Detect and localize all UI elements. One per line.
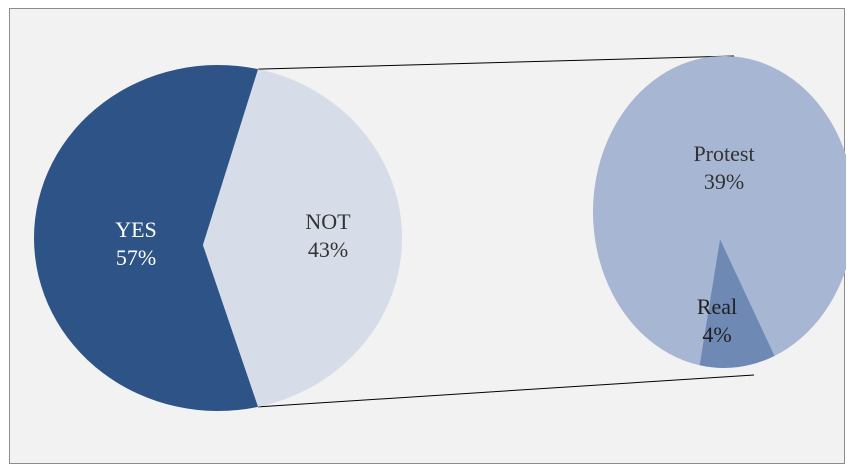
slice-value-real: 4% <box>702 322 731 347</box>
slice-label-real: Real <box>697 294 737 319</box>
slice-yes <box>33 65 259 411</box>
slice-label-protest: Protest <box>693 141 754 166</box>
connector-line-top <box>258 55 735 70</box>
slice-value-not: 43% <box>308 237 348 262</box>
slice-label-yes: YES <box>115 217 157 242</box>
slice-not <box>203 69 402 407</box>
slice-label-not: NOT <box>305 209 351 234</box>
slice-real <box>699 239 775 368</box>
slice-value-yes: 57% <box>116 245 156 270</box>
pie-of-pie-chart: YES 57% NOT 43% Protest 39% Real 4% <box>33 55 846 411</box>
connector-line-bottom <box>258 374 755 408</box>
secondary-pie <box>593 56 846 368</box>
slice-labels: YES 57% NOT 43% Protest 39% Real 4% <box>115 141 754 347</box>
slice-protest <box>593 56 846 366</box>
chart-frame: YES 57% NOT 43% Protest 39% Real 4% <box>9 8 846 464</box>
slice-value-protest: 39% <box>704 169 744 194</box>
connector-lines <box>258 55 755 408</box>
primary-pie <box>33 65 402 411</box>
